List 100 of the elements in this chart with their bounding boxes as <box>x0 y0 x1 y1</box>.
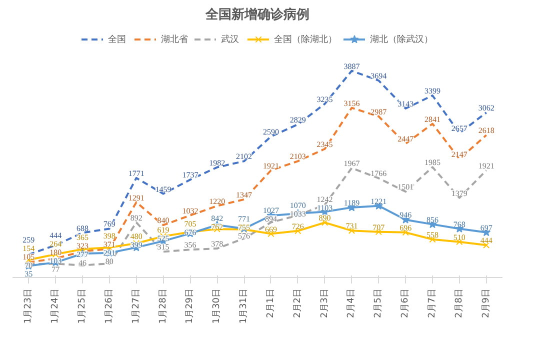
data-label: 697 <box>480 223 492 232</box>
data-label: 1070 <box>290 201 306 210</box>
data-label: 1982 <box>209 158 226 168</box>
data-label: 2829 <box>290 115 306 124</box>
data-label: 2345 <box>316 140 333 149</box>
data-label: 356 <box>184 240 196 250</box>
x-tick-label: 1月31日 <box>239 288 250 324</box>
x-tick-label: 2月3日 <box>320 288 330 318</box>
data-label: 378 <box>211 240 224 249</box>
data-label: 768 <box>453 220 466 229</box>
x-tick-label: 2月8日 <box>454 288 464 318</box>
x-tick-label: 1月24日 <box>50 288 61 324</box>
legend-label: 湖北（除武汉） <box>370 34 433 46</box>
x-tick-label: 2月9日 <box>481 288 492 318</box>
data-label: 1771 <box>128 168 144 178</box>
x-tick-label: 2月5日 <box>374 288 384 318</box>
legend-label: 武汉 <box>221 34 240 46</box>
x-tick-label: 2月2日 <box>292 288 303 318</box>
data-label: 323 <box>76 242 88 251</box>
data-label: 180 <box>50 248 62 257</box>
data-label: 688 <box>76 224 88 233</box>
data-label: 70 <box>24 260 33 270</box>
data-label: 1189 <box>344 198 360 208</box>
data-label: 676 <box>184 228 196 237</box>
data-label: 731 <box>346 222 358 231</box>
data-label: 80 <box>105 256 114 266</box>
legend-label: 全国（除湖北） <box>274 34 337 46</box>
data-label: 705 <box>184 219 196 228</box>
data-label: 259 <box>22 235 35 244</box>
x-tick-label: 2月1日 <box>266 288 276 318</box>
data-label: 1242 <box>316 195 333 204</box>
data-label: 2987 <box>370 107 387 116</box>
data-label: 398 <box>103 231 116 240</box>
data-label: 3143 <box>398 99 414 108</box>
data-label: 3235 <box>316 94 333 104</box>
data-label: 1379 <box>451 188 468 198</box>
data-label: 1921 <box>478 161 494 170</box>
data-label: 890 <box>318 214 331 223</box>
data-label: 2147 <box>451 150 468 159</box>
data-label: 2590 <box>262 127 279 136</box>
x-tick-label: 1月29日 <box>185 288 196 324</box>
x-tick-label: 2月4日 <box>346 288 357 318</box>
data-label: 3694 <box>370 72 387 81</box>
data-label: 154 <box>22 244 35 253</box>
data-label: 755 <box>238 223 250 232</box>
x-tick-label: 1月28日 <box>158 288 168 324</box>
data-label: 946 <box>400 210 412 220</box>
data-label: 1737 <box>182 170 198 180</box>
data-label: 510 <box>453 232 466 242</box>
x-tick-label: 2月6日 <box>400 288 411 318</box>
x-tick-label: 2月7日 <box>428 288 438 318</box>
data-label: 3156 <box>344 98 360 108</box>
data-label: 2841 <box>424 114 440 124</box>
legend-label: 全国 <box>108 34 127 46</box>
data-label: 707 <box>372 222 385 232</box>
data-label: 771 <box>238 214 250 224</box>
data-label: 1766 <box>370 169 387 178</box>
data-label: 1032 <box>182 206 198 216</box>
data-label: 35 <box>24 269 33 278</box>
data-label: 2657 <box>451 124 468 134</box>
data-label: 1921 <box>262 161 279 170</box>
data-label: 264 <box>50 239 62 248</box>
data-label: 2102 <box>236 152 252 162</box>
data-label: 3399 <box>424 86 440 96</box>
data-label: 103 <box>50 256 62 266</box>
data-label: 696 <box>400 223 412 232</box>
data-label: 1027 <box>262 206 279 215</box>
data-label: 1033 <box>290 210 306 219</box>
data-label: 1985 <box>424 158 440 168</box>
legend-label: 湖北省 <box>161 34 188 46</box>
data-label: 619 <box>157 225 170 234</box>
x-tick-label: 1月30日 <box>212 288 222 324</box>
data-label: 444 <box>50 230 62 240</box>
data-label: 840 <box>157 216 170 226</box>
data-label: 2618 <box>478 126 494 136</box>
data-label: 277 <box>76 250 88 260</box>
x-tick-label: 1月27日 <box>131 288 142 324</box>
x-tick-label: 1月25日 <box>78 288 88 324</box>
data-label: 3887 <box>344 62 360 71</box>
data-label: 1459 <box>155 184 172 194</box>
data-label: 762 <box>211 222 224 232</box>
data-label: 525 <box>157 234 170 243</box>
data-label: 726 <box>292 222 304 231</box>
data-label: 669 <box>264 224 277 234</box>
data-label: 444 <box>480 236 492 246</box>
data-label: 842 <box>211 214 224 223</box>
data-label: 3062 <box>478 104 494 113</box>
data-label: 291 <box>103 248 116 258</box>
data-label: 2103 <box>290 152 306 162</box>
data-label: 480 <box>130 232 142 242</box>
data-label: 1967 <box>344 159 360 168</box>
data-label: 1221 <box>370 196 387 206</box>
data-label: 558 <box>426 230 438 240</box>
data-label: 856 <box>426 215 438 224</box>
data-label: 1220 <box>209 196 226 206</box>
data-label: 2447 <box>398 134 414 144</box>
data-label: 365 <box>76 233 88 242</box>
data-label: 576 <box>238 232 250 241</box>
data-label: 371 <box>103 240 116 249</box>
data-label: 1291 <box>128 193 144 202</box>
